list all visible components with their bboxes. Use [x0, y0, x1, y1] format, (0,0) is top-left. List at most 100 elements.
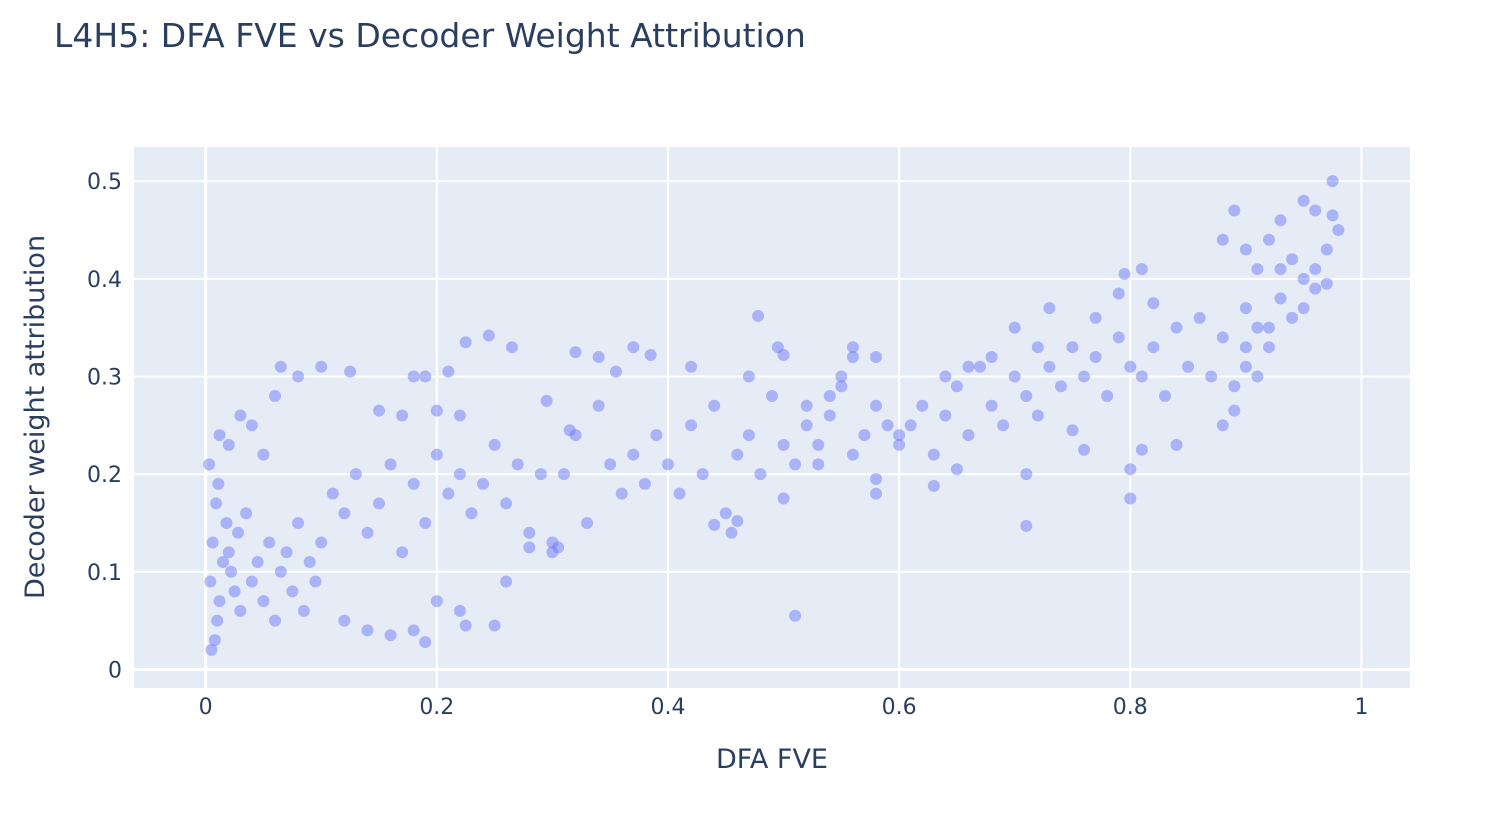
tick-labels: 0 0.2 0.4 0.6 0.8 1 0 0.1 0.2 0.3 0.4 0.5 [87, 170, 1368, 720]
data-point [453, 604, 466, 617]
data-point [225, 565, 238, 578]
data-point [1124, 360, 1137, 373]
data-point [800, 419, 813, 432]
data-point [523, 541, 536, 554]
data-point [893, 429, 906, 442]
data-point [708, 399, 721, 412]
data-point [263, 536, 276, 549]
data-point [1020, 390, 1033, 403]
data-point [985, 399, 998, 412]
data-point [407, 477, 420, 490]
data-point [1205, 370, 1218, 383]
data-point [228, 585, 241, 598]
x-tick-label: 0.2 [419, 695, 454, 720]
data-point [1228, 204, 1241, 217]
data-point [1193, 311, 1206, 324]
x-axis-label: DFA FVE [716, 744, 828, 775]
data-point [1297, 194, 1310, 207]
data-point [1216, 233, 1229, 246]
data-point [627, 341, 640, 354]
data-point [488, 619, 501, 632]
data-point [1262, 341, 1275, 354]
data-point [1147, 297, 1160, 310]
data-point [1147, 341, 1160, 354]
data-point [939, 370, 952, 383]
data-point [927, 479, 940, 492]
data-point [297, 604, 310, 617]
data-point [419, 516, 432, 529]
data-point [673, 487, 686, 500]
data-point [1309, 204, 1322, 217]
data-point [373, 497, 386, 510]
data-point [1274, 263, 1287, 276]
data-point [315, 536, 328, 549]
data-point [777, 492, 790, 505]
data-point [1170, 321, 1183, 334]
data-point [1251, 321, 1264, 334]
data-point [644, 349, 657, 362]
data-point [754, 468, 767, 481]
data-point [1008, 370, 1021, 383]
data-point [1020, 519, 1033, 532]
data-point [430, 404, 443, 417]
data-point [789, 458, 802, 471]
data-point [997, 419, 1010, 432]
data-point [939, 409, 952, 422]
data-points [203, 175, 1345, 656]
y-axis-label: Decoder weight attribution [20, 235, 51, 599]
data-point [396, 409, 409, 422]
data-point [453, 409, 466, 422]
data-point [1066, 341, 1079, 354]
data-point [1112, 331, 1125, 344]
data-point [552, 541, 565, 554]
data-point [361, 526, 374, 539]
data-point [257, 595, 270, 608]
data-point [893, 438, 906, 451]
data-point [974, 360, 987, 373]
data-point [407, 624, 420, 637]
data-point [1054, 380, 1067, 393]
data-point [204, 575, 217, 588]
data-point [569, 346, 582, 359]
data-point [950, 380, 963, 393]
data-point [477, 477, 490, 490]
data-point [661, 458, 674, 471]
data-point [546, 536, 559, 549]
data-point [846, 448, 859, 461]
data-point [257, 448, 270, 461]
data-point [1251, 263, 1264, 276]
data-point [846, 341, 859, 354]
data-point [604, 458, 617, 471]
data-point [1239, 341, 1252, 354]
data-point [777, 438, 790, 451]
data-point [870, 399, 883, 412]
y-tick-label: 0.5 [87, 170, 122, 195]
data-point [1043, 360, 1056, 373]
data-point [771, 341, 784, 354]
data-point [927, 448, 940, 461]
data-point [523, 526, 536, 539]
data-point [650, 429, 663, 442]
data-point [213, 429, 226, 442]
data-point [511, 458, 524, 471]
data-point [1124, 492, 1137, 505]
data-point [442, 487, 455, 500]
data-point [349, 468, 362, 481]
data-point [1182, 360, 1195, 373]
data-point [482, 329, 495, 342]
data-point [835, 370, 848, 383]
data-point [1031, 409, 1044, 422]
data-point [269, 390, 282, 403]
data-point [222, 546, 235, 559]
x-tick-label: 0 [199, 695, 213, 720]
data-point [1112, 287, 1125, 300]
data-point [245, 419, 258, 432]
data-point [725, 526, 738, 539]
data-point [835, 380, 848, 393]
data-point [685, 419, 698, 432]
data-point [274, 565, 287, 578]
data-point [962, 429, 975, 442]
data-point [766, 390, 778, 403]
data-point [904, 419, 917, 432]
